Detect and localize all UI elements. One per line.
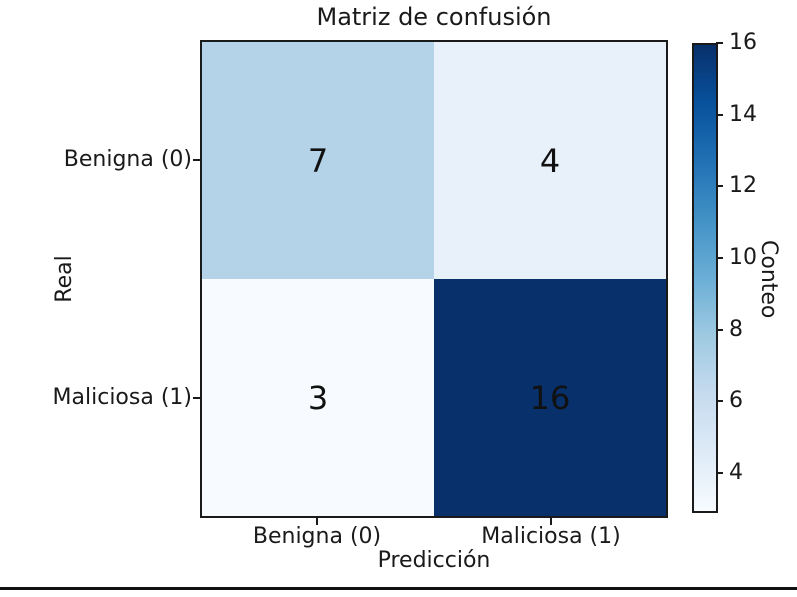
heatmap-axes: 7 4 3 16 [200, 40, 668, 518]
chart-title: Matriz de confusión [316, 3, 552, 31]
colorbar-tick-mark [716, 113, 723, 116]
colorbar-tick-mark [716, 257, 723, 260]
x-tick-mark [550, 518, 552, 525]
colorbar-label: Conteo [756, 240, 781, 319]
y-tick-label-maliciosa: Maliciosa (1) [52, 385, 192, 410]
matrix-cell-true-maliciosa-pred-maliciosa: 16 [434, 279, 666, 516]
y-axis-label: Real [52, 255, 77, 303]
y-tick-label-benigna: Benigna (0) [63, 147, 192, 172]
colorbar-tick-label: 4 [729, 460, 743, 486]
colorbar-tick-label: 6 [729, 388, 743, 414]
bottom-divider [0, 587, 797, 590]
y-tick-mark [193, 397, 200, 399]
colorbar-tick-mark [716, 328, 723, 331]
colorbar-tick-label: 14 [729, 101, 757, 127]
x-tick-label-maliciosa: Maliciosa (1) [481, 524, 621, 549]
colorbar-tick-label: 12 [729, 173, 757, 199]
x-tick-mark [316, 518, 318, 525]
colorbar-tick-mark [716, 400, 723, 403]
matrix-cell-true-maliciosa-pred-benigna: 3 [202, 279, 434, 516]
x-axis-label: Predicción [377, 548, 491, 573]
matrix-cell-true-benigna-pred-benigna: 7 [202, 42, 434, 279]
colorbar [692, 43, 718, 513]
x-tick-label-benigna: Benigna (0) [252, 524, 382, 549]
colorbar-tick-label: 10 [729, 245, 757, 271]
colorbar-tick-mark [716, 42, 723, 44]
colorbar-tick-mark [716, 472, 723, 475]
matrix-cell-true-benigna-pred-maliciosa: 4 [434, 42, 666, 279]
colorbar-tick-mark [716, 185, 723, 188]
colorbar-tick-label: 16 [729, 30, 757, 55]
colorbar-tick-label: 8 [729, 316, 743, 342]
y-tick-mark [193, 159, 200, 161]
